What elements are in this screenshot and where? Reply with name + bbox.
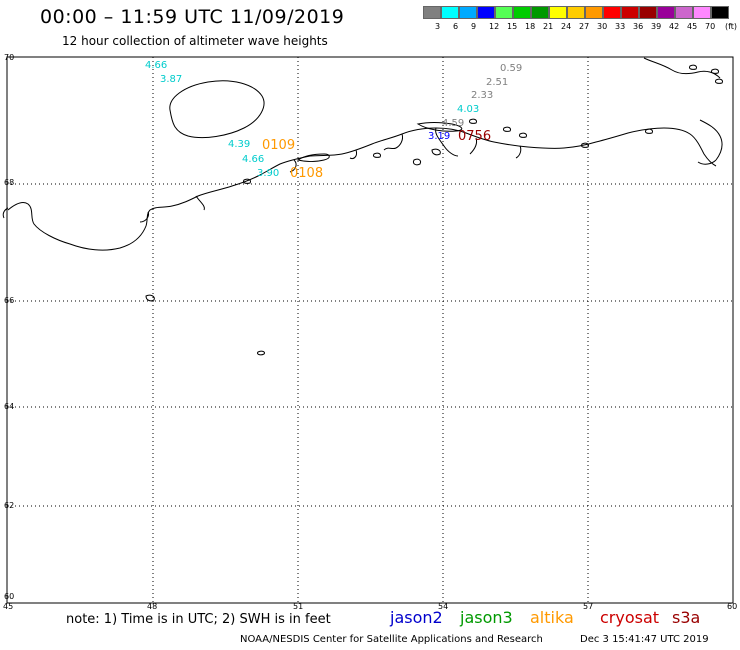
legend-label: 33 bbox=[615, 22, 626, 31]
lat-label-62: 62 bbox=[4, 501, 15, 510]
legend-label: 30 bbox=[597, 22, 608, 31]
satellite-jason3: jason3 bbox=[460, 608, 513, 627]
legend-swatch bbox=[549, 6, 567, 19]
legend-label: 24 bbox=[561, 22, 572, 31]
legend-label: 12 bbox=[489, 22, 500, 31]
legend-swatch bbox=[711, 6, 729, 19]
legend-label: 15 bbox=[507, 22, 518, 31]
map-subtitle: 12 hour collection of altimeter wave hei… bbox=[62, 34, 328, 48]
legend-swatch bbox=[603, 6, 621, 19]
wave-label: 0.59 bbox=[500, 63, 523, 74]
wave-height-color-scale bbox=[423, 6, 729, 19]
legend-label: 18 bbox=[525, 22, 536, 31]
satellite-altika: altika bbox=[530, 608, 574, 627]
wave-label: 2.33 bbox=[471, 90, 494, 101]
legend-label: 45 bbox=[687, 22, 698, 31]
satellite-s3a: s3a bbox=[672, 608, 701, 627]
generated-timestamp: Dec 3 15:41:47 UTC 2019 bbox=[580, 634, 709, 645]
wave-label: 0756 bbox=[458, 129, 492, 144]
graticule bbox=[7, 57, 733, 603]
legend-label: 70 bbox=[705, 22, 716, 31]
lon-label-45: 45 bbox=[3, 602, 14, 611]
satellite-jason2: jason2 bbox=[390, 608, 443, 627]
lon-label-60: 60 bbox=[727, 602, 738, 611]
legend-label: 21 bbox=[543, 22, 554, 31]
map-frame bbox=[6, 56, 734, 604]
wave-label: 4.03 bbox=[457, 104, 480, 115]
credit-line: NOAA/NESDIS Center for Satellite Applica… bbox=[240, 634, 543, 645]
lat-label-68: 68 bbox=[4, 178, 15, 187]
lat-label-60: 60 bbox=[4, 592, 15, 601]
legend-swatch bbox=[585, 6, 603, 19]
legend-label: 27 bbox=[579, 22, 590, 31]
legend-label: 3 bbox=[435, 22, 441, 31]
wave-label: 0108 bbox=[290, 166, 324, 181]
legend-swatch bbox=[621, 6, 639, 19]
coastline bbox=[2, 57, 723, 356]
wave-label: 3.90 bbox=[257, 168, 280, 179]
wave-label: 4.66 bbox=[145, 60, 168, 71]
lat-label-70: 70 bbox=[4, 53, 15, 62]
map-title: 00:00 – 11:59 UTC 11/09/2019 bbox=[40, 6, 345, 28]
wave-label: 3.19 bbox=[428, 131, 451, 142]
lat-label-66: 66 bbox=[4, 296, 15, 305]
legend-label: 42 bbox=[669, 22, 680, 31]
legend-swatch bbox=[459, 6, 477, 19]
lat-label-64: 64 bbox=[4, 402, 15, 411]
wave-label: 4.59 bbox=[442, 118, 465, 129]
legend-swatch bbox=[513, 6, 531, 19]
legend-label: 36 bbox=[633, 22, 644, 31]
legend-swatch bbox=[531, 6, 549, 19]
legend-swatch bbox=[657, 6, 675, 19]
wave-label: 3.87 bbox=[160, 74, 183, 85]
legend-swatch bbox=[639, 6, 657, 19]
lon-label-54: 54 bbox=[438, 602, 449, 611]
legend-swatch bbox=[693, 6, 711, 19]
legend-label: 9 bbox=[471, 22, 477, 31]
wave-label: 2.51 bbox=[486, 77, 509, 88]
wave-label: 4.66 bbox=[242, 154, 265, 165]
legend-label: 6 bbox=[453, 22, 459, 31]
wave-label: 0109 bbox=[262, 138, 296, 153]
legend-swatch bbox=[477, 6, 495, 19]
lon-label-48: 48 bbox=[147, 602, 158, 611]
legend-swatch bbox=[567, 6, 585, 19]
wave-label: 4.39 bbox=[228, 139, 251, 150]
legend-swatch bbox=[675, 6, 693, 19]
lon-label-51: 51 bbox=[293, 602, 304, 611]
legend-label: (ft) bbox=[725, 22, 738, 31]
legend-swatch bbox=[423, 6, 441, 19]
lon-label-57: 57 bbox=[583, 602, 594, 611]
units-note: note: 1) Time is in UTC; 2) SWH is in fe… bbox=[66, 612, 331, 627]
satellite-cryosat: cryosat bbox=[600, 608, 660, 627]
legend-label: 39 bbox=[651, 22, 662, 31]
legend-swatch bbox=[495, 6, 513, 19]
legend-swatch bbox=[441, 6, 459, 19]
